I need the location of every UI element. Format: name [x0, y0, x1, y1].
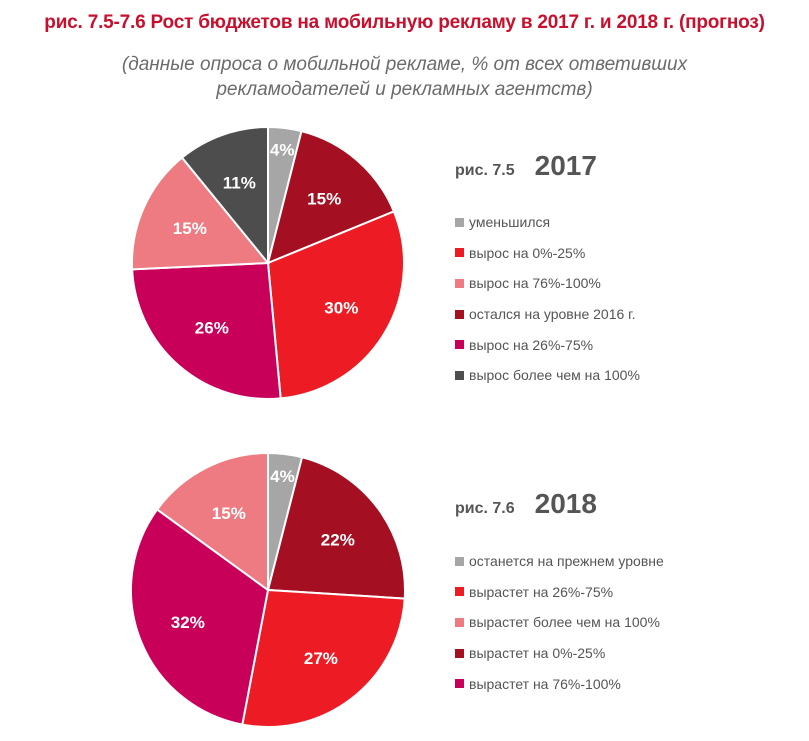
- year-label-2018: 2018: [534, 488, 597, 519]
- legend-label-2018-2: вырастет более чем на 100%: [469, 614, 660, 631]
- legend-label-2017-5: вырос более чем на 100%: [469, 367, 640, 384]
- page-title: рис. 7.5-7.6 Рост бюджетов на мобильную …: [44, 12, 765, 33]
- legend-item-2018-3: вырастет на 0%-25%: [455, 638, 664, 669]
- legend-label-2017-4: вырос на 26%-75%: [469, 336, 594, 353]
- chart-header-2018: рис. 7.6 2018: [455, 488, 597, 520]
- legend-item-2017-2: вырос на 76%-100%: [455, 268, 640, 299]
- slice-label-2018-3: 32%: [171, 613, 205, 632]
- legend-item-2018-0: останется на прежнем уровне: [455, 546, 664, 577]
- pie-slice-2017-2: [266, 210, 405, 400]
- slice-label-2018-0: 4%: [270, 467, 295, 486]
- legend-swatch-2018-0: [455, 556, 464, 566]
- legend-swatch-2017-1: [455, 248, 464, 258]
- legend-label-2018-4: вырастет на 76%-100%: [469, 675, 621, 692]
- legend-item-2018-4: вырастет на 76%-100%: [455, 668, 664, 699]
- figure-label-2018: рис. 7.6: [455, 500, 515, 517]
- legend-swatch-2018-2: [455, 617, 464, 627]
- legend-2017: уменьшился вырос на 0%-25% вырос на 76%-10…: [455, 207, 640, 391]
- pie-slice-2017-4: [131, 156, 271, 271]
- slice-label-2017-4: 15%: [173, 219, 207, 238]
- slice-label-2018-4: 15%: [212, 504, 246, 523]
- legend-swatch-2018-3: [455, 648, 464, 658]
- pie-slice-2018-3: [129, 508, 270, 726]
- page-subtitle: (данные опроса о мобильной рекламе, % от…: [0, 52, 809, 102]
- chart-header-2017: рис. 7.5 2017: [455, 150, 597, 182]
- legend-swatch-2017-4: [455, 340, 464, 350]
- subtitle-line-2: рекламодателей и рекламных агентств): [216, 79, 593, 100]
- legend-swatch-2017-5: [455, 370, 464, 380]
- pie-slice-2017-5: [180, 125, 269, 266]
- legend-2018: останется на прежнем уровне вырастет на 2…: [455, 546, 664, 699]
- subtitle-line-1: (данные опроса о мобильной рекламе, % от…: [121, 54, 688, 75]
- legend-label-2018-1: вырастет на 26%-75%: [469, 583, 614, 600]
- legend-swatch-2017-0: [455, 217, 464, 227]
- legend-item-2018-2: вырастет более чем на 100%: [455, 607, 664, 638]
- slice-label-2018-2: 27%: [304, 649, 338, 668]
- legend-swatch-2018-4: [455, 679, 464, 689]
- legend-label-2017-0: уменьшился: [469, 214, 551, 231]
- slice-label-2018-1: 22%: [321, 530, 355, 549]
- legend-item-2018-1: вырастет на 26%-75%: [455, 577, 664, 608]
- pie-slice-2018-1: [266, 456, 406, 600]
- slice-label-2017-0: 4%: [270, 141, 295, 160]
- year-label-2017: 2017: [534, 150, 597, 181]
- slice-label-2017-5: 11%: [223, 173, 256, 192]
- slice-label-2017-2: 30%: [324, 298, 358, 317]
- legend-swatch-2017-3: [455, 309, 464, 319]
- pie-slice-2018-4: [155, 451, 269, 592]
- slice-label-2017-3: 26%: [195, 319, 229, 338]
- legend-item-2017-0: уменьшился: [455, 207, 640, 238]
- slice-label-2017-1: 15%: [307, 189, 341, 208]
- pie-slice-2017-3: [131, 261, 282, 400]
- legend-swatch-2017-2: [455, 278, 464, 288]
- legend-swatch-2018-1: [455, 587, 464, 597]
- legend-item-2017-4: вырос на 26%-75%: [455, 329, 640, 360]
- legend-label-2017-2: вырос на 76%-100%: [469, 275, 601, 292]
- legend-item-2017-1: вырос на 0%-25%: [455, 238, 640, 269]
- figure-label-2017: рис. 7.5: [455, 162, 515, 179]
- legend-item-2017-5: вырос более чем на 100%: [455, 360, 640, 391]
- legend-label-2017-3: остался на уровне 2016 г.: [469, 306, 636, 323]
- legend-label-2017-1: вырос на 0%-25%: [469, 244, 586, 261]
- pie-slice-2017-1: [266, 129, 396, 265]
- legend-item-2017-3: остался на уровне 2016 г.: [455, 299, 640, 330]
- pie-slice-2018-2: [241, 588, 406, 728]
- legend-label-2018-0: останется на прежнем уровне: [469, 553, 664, 570]
- legend-label-2018-3: вырастет на 0%-25%: [469, 645, 606, 662]
